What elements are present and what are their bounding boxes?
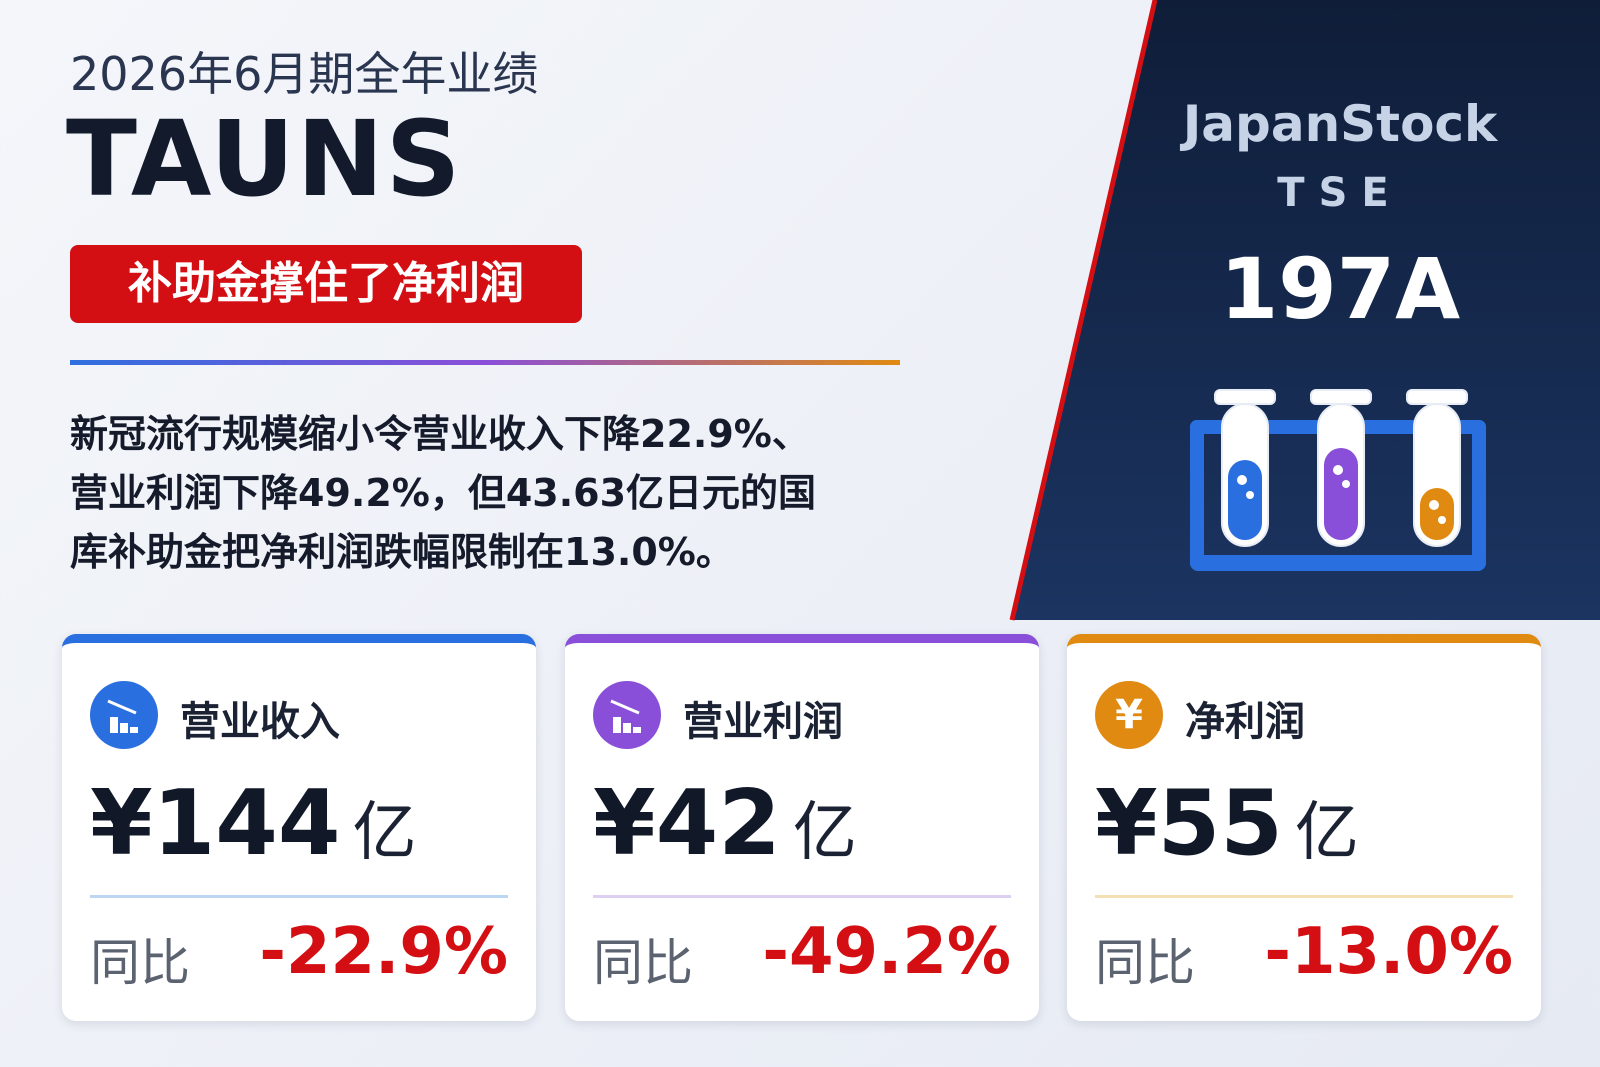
yen-icon: ¥ bbox=[1095, 681, 1163, 749]
chart-icon bbox=[593, 681, 661, 749]
compare-label: 同比 bbox=[90, 934, 190, 992]
compare-label: 同比 bbox=[1095, 934, 1195, 992]
test-tube-icon bbox=[1190, 389, 1486, 571]
metric-unit: 亿 bbox=[1294, 796, 1359, 870]
brand: JapanStock bbox=[1182, 95, 1498, 153]
card-divider bbox=[1095, 895, 1513, 898]
chart-icon bbox=[90, 681, 158, 749]
metric-label: 营业利润 bbox=[683, 699, 843, 745]
summary: 新冠流行规模缩小令营业收入下降22.9%、 营业利润下降49.2%，但43.63… bbox=[70, 405, 816, 582]
metric-card: 营业利润 ¥42 亿 同比 -49.2% bbox=[565, 634, 1039, 1021]
summary-line: 营业利润下降49.2%，但43.63亿日元的国 bbox=[70, 471, 817, 515]
card-divider bbox=[593, 895, 1011, 898]
summary-line: 库补助金把净利润跌幅限制在13.0%。 bbox=[70, 530, 734, 574]
card-divider bbox=[90, 895, 508, 898]
metric-card: 营业收入 ¥144 亿 同比 -22.9% bbox=[62, 634, 536, 1021]
metric-unit: 亿 bbox=[792, 796, 857, 870]
compare-label: 同比 bbox=[593, 934, 693, 992]
headline-tag: 补助金撑住了净利润 bbox=[70, 245, 582, 323]
yoy-change: -22.9% bbox=[259, 915, 508, 989]
yoy-change: -13.0% bbox=[1264, 915, 1513, 989]
metric-card: ¥ 净利润 ¥55 亿 同比 -13.0% bbox=[1067, 634, 1541, 1021]
metric-label: 净利润 bbox=[1185, 699, 1305, 745]
divider bbox=[70, 360, 900, 365]
metric-unit: 亿 bbox=[352, 796, 417, 870]
metric-value: ¥55 bbox=[1095, 771, 1283, 876]
metric-label: 营业收入 bbox=[180, 699, 340, 745]
metric-value: ¥42 bbox=[593, 771, 781, 876]
company-name: TAUNS bbox=[66, 98, 463, 220]
yoy-change: -49.2% bbox=[762, 915, 1011, 989]
exchange: TSE bbox=[1277, 170, 1403, 216]
metric-value: ¥144 bbox=[90, 771, 341, 876]
summary-line: 新冠流行规模缩小令营业收入下降22.9%、 bbox=[70, 412, 810, 456]
period: 2026年6月期全年业绩 bbox=[70, 47, 539, 101]
stock-code: 197A bbox=[1219, 240, 1461, 338]
